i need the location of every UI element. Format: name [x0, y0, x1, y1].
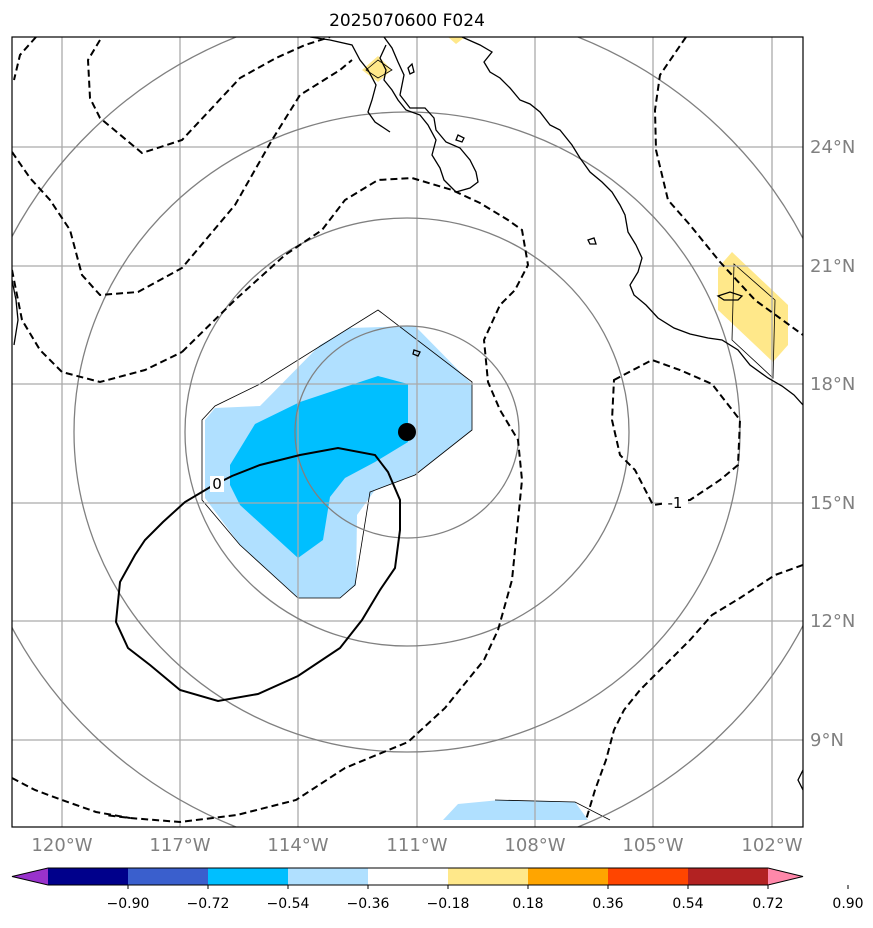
colorbar: −0.90 −0.72 −0.54 −0.36 −0.18 0.18 0.36 0.54 0.7…	[11, 867, 864, 912]
colorbar-segment	[528, 868, 609, 885]
gridlines	[12, 37, 803, 827]
shading-outline-east	[731, 263, 776, 379]
shading-light-blue-south	[443, 800, 588, 820]
storm-center-marker	[398, 423, 416, 441]
coastline-baja-east	[379, 37, 479, 193]
map-frame	[11, 36, 804, 828]
lat-label-24n: 24°N	[810, 137, 855, 158]
colorbar-segment	[608, 868, 689, 885]
colorbar-tick-label: 0.54	[672, 896, 703, 912]
longitude-labels: 120°W 117°W 114°W 111°W 108°W 105°W 102°…	[31, 835, 802, 856]
colorbar-ticks: −0.90 −0.72 −0.54 −0.36 −0.18 0.18 0.36 0.54 0.7…	[107, 885, 864, 912]
colorbar-tick-label: −0.36	[347, 896, 390, 912]
colorbar-extend-high	[768, 868, 803, 885]
lat-label-21n: 21°N	[810, 256, 855, 277]
lat-label-9n: 9°N	[810, 730, 844, 751]
colorbar-outline	[11, 867, 804, 886]
coastline-mainland	[461, 37, 803, 406]
dashed-contours	[12, 37, 803, 824]
contour-label-zero: 0	[212, 475, 222, 493]
contour-label-bg-0	[210, 476, 224, 492]
dashed-contour-north	[86, 37, 331, 155]
colorbar-segment	[48, 868, 129, 885]
colorbar-segment	[208, 868, 289, 885]
colorbar-segment	[448, 868, 529, 885]
lat-label-15n: 15°N	[810, 493, 855, 514]
dashed-contour-sw	[12, 777, 131, 819]
colorbar-segments	[11, 867, 804, 886]
lon-label-105w: 105°W	[622, 835, 683, 856]
map-content: 0 -1	[12, 37, 803, 827]
coastline-island-3	[407, 62, 415, 75]
coastline-far-east	[797, 769, 803, 791]
lon-label-120w: 120°W	[31, 835, 92, 856]
colorbar-tick-label: −0.18	[427, 896, 470, 912]
colorbar-segment	[288, 868, 369, 885]
coastline-island-1	[587, 237, 597, 245]
colorbar-tick-label: −0.90	[107, 896, 150, 912]
shading-outline-south	[494, 799, 611, 821]
shading-dark-blue	[230, 376, 408, 558]
figure-title: 2025070600 F024	[329, 11, 485, 31]
colorbar-tick-label: 0.36	[592, 896, 623, 912]
contour-label-neg-one: -1	[668, 494, 683, 512]
range-ring-1	[294, 325, 520, 539]
colorbar-tick-label: 0.90	[832, 896, 863, 912]
colorbar-segment	[688, 868, 769, 885]
coastline	[12, 37, 803, 791]
coastline-west-edge	[12, 279, 19, 346]
dashed-contour-east-loop	[610, 358, 742, 507]
colorbar-segment	[128, 868, 209, 885]
shading-yellow-top	[448, 37, 465, 44]
lat-label-12n: 12°N	[810, 611, 855, 632]
contour-label-bg-neg1	[662, 494, 688, 510]
range-ring-2	[184, 217, 630, 647]
dashed-contour-inner	[104, 176, 530, 824]
dashed-contour-outer	[12, 59, 353, 297]
lat-label-18n: 18°N	[810, 374, 855, 395]
dashed-contour-nw	[13, 37, 37, 81]
shading-outline-north	[365, 59, 393, 79]
latitude-labels: 24°N 21°N 18°N 15°N 12°N 9°N	[810, 137, 855, 751]
colorbar-extend-low	[12, 868, 48, 885]
coastline-island-4	[716, 291, 744, 301]
lon-label-114w: 114°W	[267, 835, 328, 856]
coastline-island-2	[412, 349, 421, 357]
lon-label-102w: 102°W	[741, 835, 802, 856]
solid-contour-zero	[114, 446, 401, 703]
colorbar-segment	[368, 868, 449, 885]
coastline-baja-west	[309, 37, 391, 133]
lon-label-108w: 108°W	[504, 835, 565, 856]
colorbar-tick-label: 0.18	[512, 896, 543, 912]
coastline-island-5	[455, 134, 465, 143]
colorbar-tick-label: −0.54	[267, 896, 310, 912]
lon-label-111w: 111°W	[386, 835, 447, 856]
colorbar-tick-label: 0.72	[752, 896, 783, 912]
dashed-contour-se	[585, 564, 803, 821]
dashed-contour-ne	[653, 37, 803, 336]
lon-label-117w: 117°W	[149, 835, 210, 856]
dashed-contour-west	[12, 269, 183, 384]
colorbar-tick-label: −0.72	[187, 896, 230, 912]
